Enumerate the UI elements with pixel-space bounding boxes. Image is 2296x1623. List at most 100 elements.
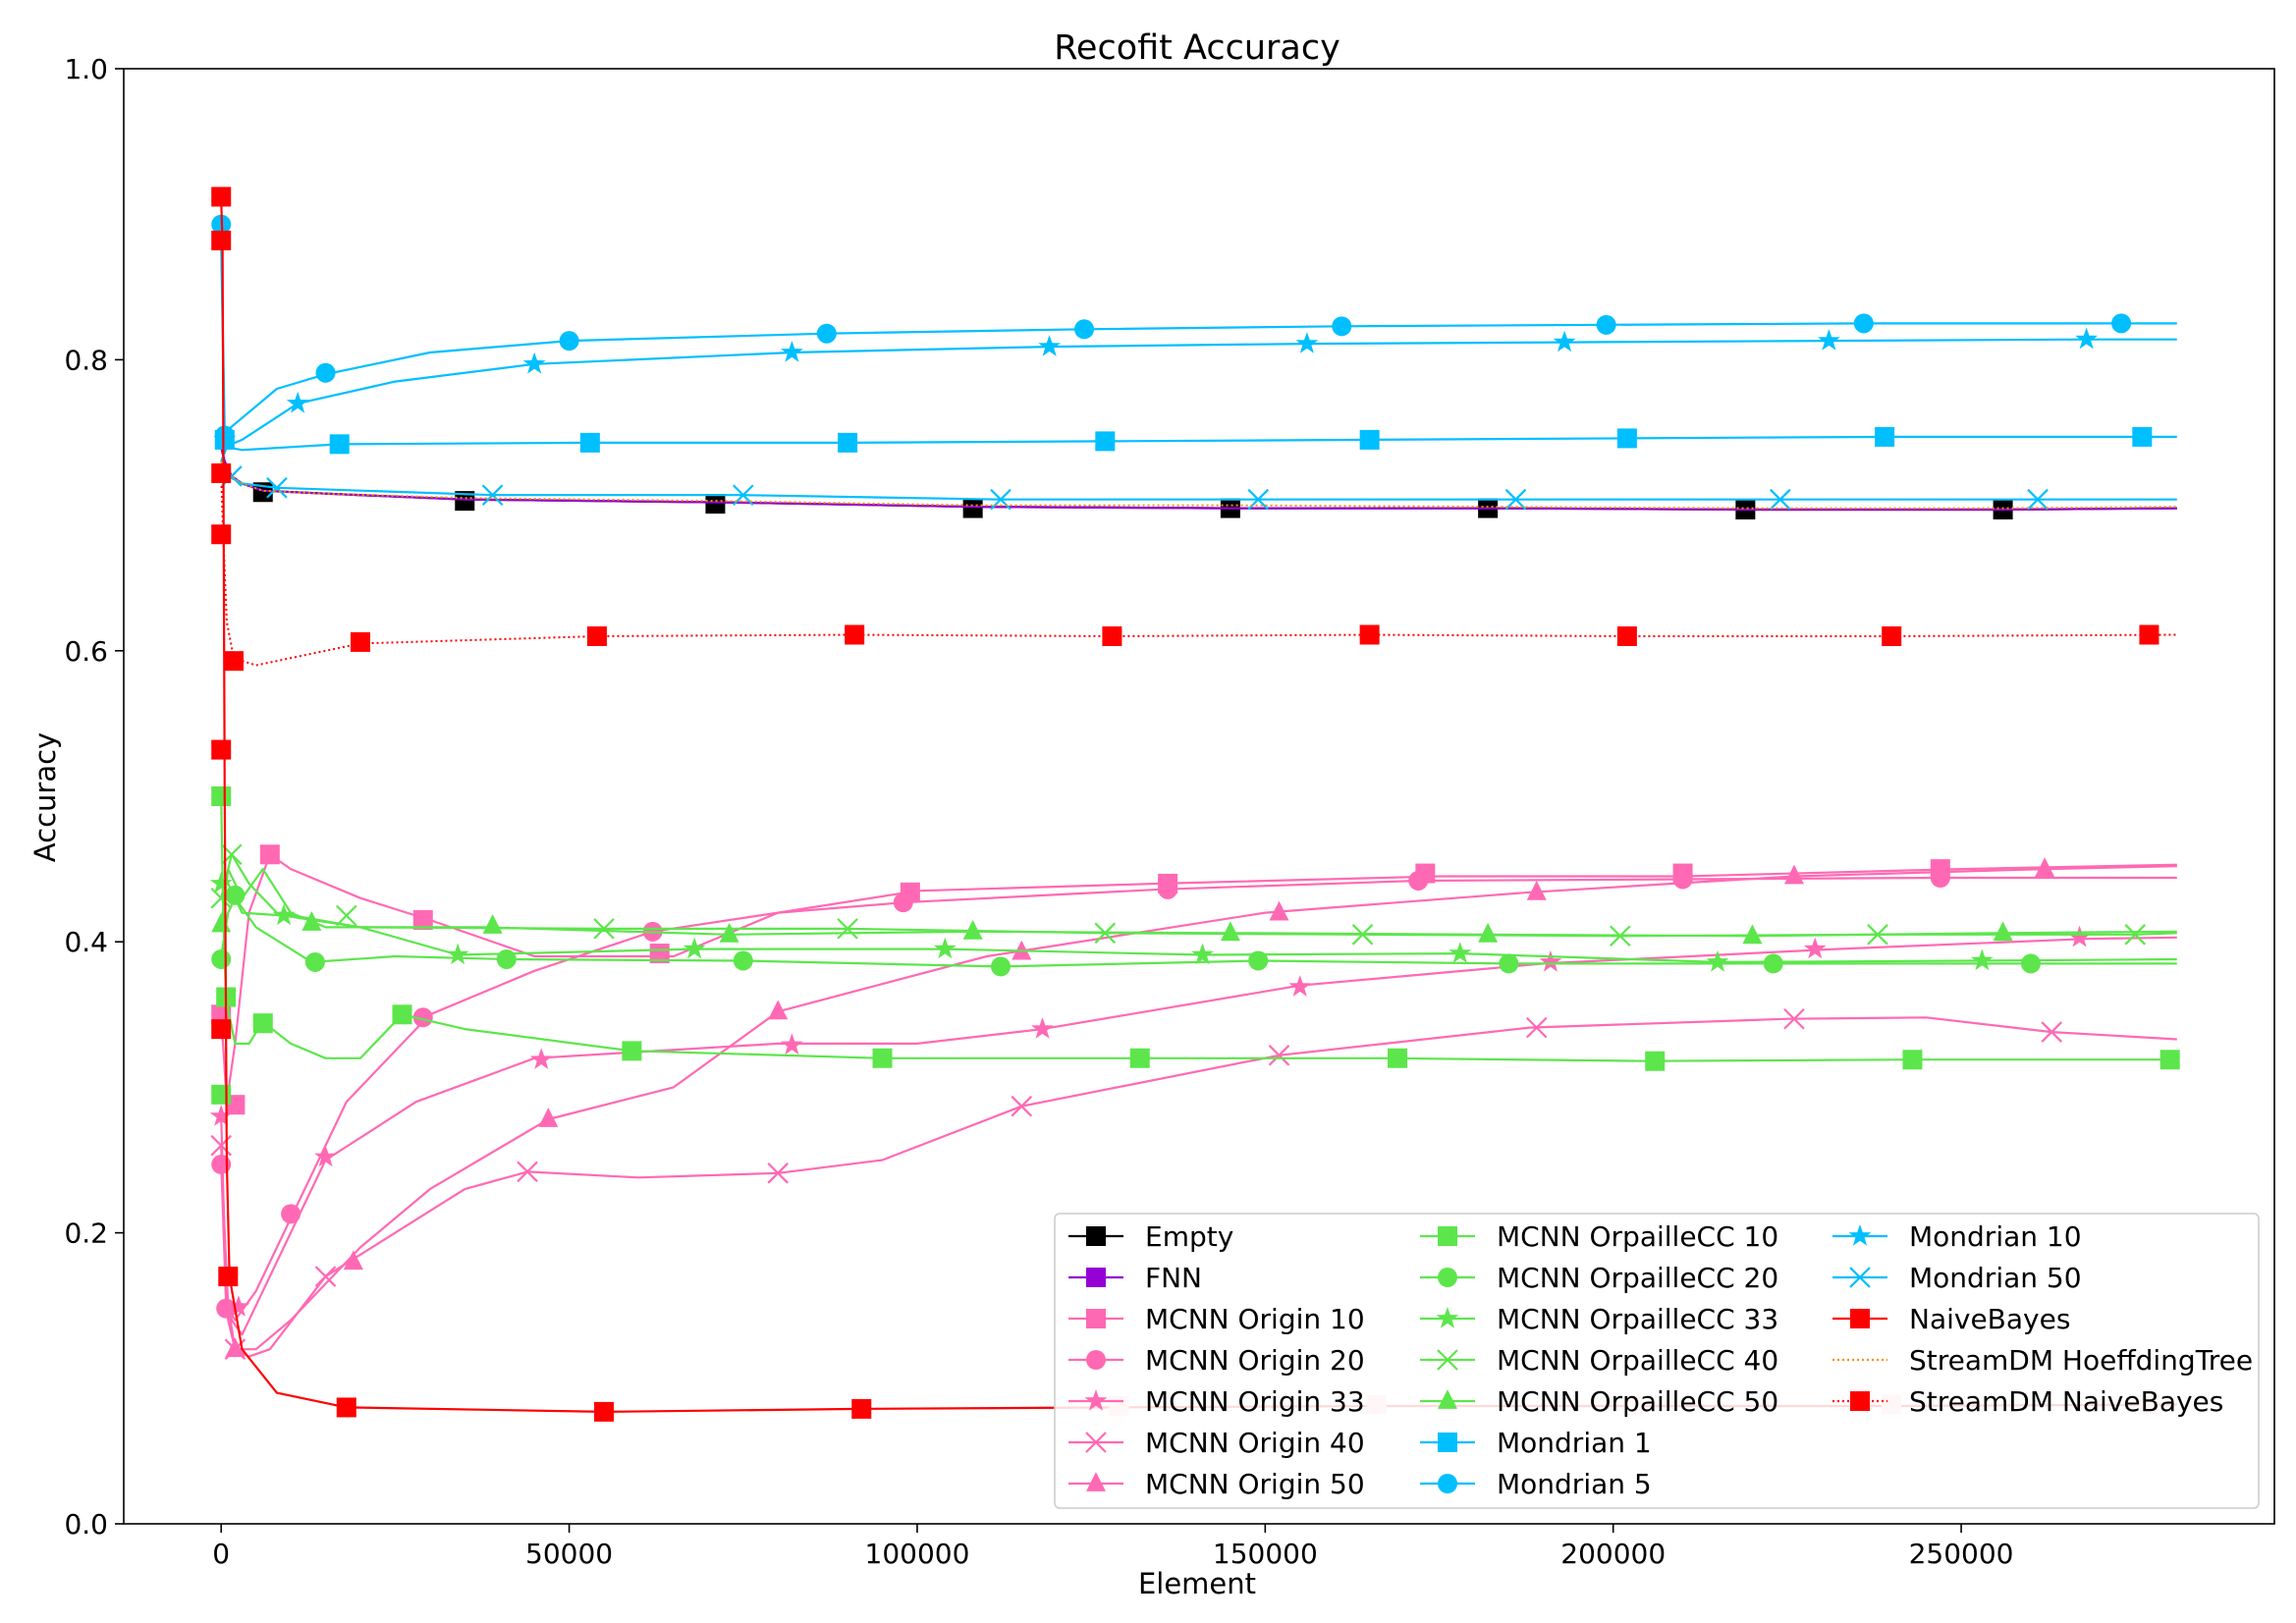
data-point-mcnn-orpaillecc-50 [1993,921,2013,942]
data-point-mondrian-5 [315,362,336,383]
data-point-mondrian-1 [1875,426,1895,447]
data-point-mondrian-10 [1553,330,1576,352]
legend-label: NaiveBayes [1909,1303,2070,1335]
data-point-mcnn-orpaillecc-40 [2124,924,2147,946]
x-tick-label: 0 [212,1538,230,1570]
data-point-mondrian-10 [286,391,309,413]
data-point-mondrian-5 [1853,313,1874,334]
data-point-mcnn-origin-40 [767,1163,789,1184]
data-point-mondrian-5 [816,323,837,344]
data-point-mcnn-origin-20 [281,1204,301,1224]
y-tick-label: 1.0 [64,53,108,85]
legend-marker [1850,1391,1870,1411]
data-point-mcnn-orpaillecc-20 [991,956,1011,977]
data-point-mcnn-origin-50 [225,1337,246,1358]
legend: Empty FNN MCNN Origin 10 MCNN Origin 20 MCNN… [1054,1213,2260,1509]
data-point-mcnn-origin-20 [1158,879,1178,899]
data-point-mcnn-origin-20 [1408,870,1429,891]
data-point-mcnn-origin-33 [1539,949,1562,972]
data-point-mondrian-10 [781,341,803,362]
data-point-streamdm-naivebayes [1359,624,1380,645]
data-point-mondrian-1 [838,432,858,453]
data-point-mondrian-10 [2075,327,2099,350]
data-point-mcnn-orpaillecc-20 [2020,953,2041,974]
legend-entry-mondrian-50: Mondrian 50 [1832,1262,2082,1294]
data-point-streamdm-naivebayes [211,462,232,483]
data-point-mcnn-orpaillecc-40 [593,918,615,940]
legend-marker [1437,1349,1458,1371]
data-point-mcnn-orpaillecc-10 [1902,1050,1923,1070]
legend-entry-mcnn-origin-33: MCNN Origin 33 [1068,1385,1365,1418]
legend-entry-fnn: FNN [1068,1262,1202,1294]
legend-entry-mcnn-orpaillecc-20: MCNN OrpailleCC 20 [1420,1262,1778,1294]
legend-entry-mcnn-origin-20: MCNN Origin 20 [1068,1344,1365,1377]
legend-label: MCNN Origin 40 [1145,1427,1365,1459]
x-tick-label: 150000 [1213,1538,1318,1570]
data-point-mcnn-orpaillecc-33 [209,871,233,893]
data-point-empty [962,498,983,518]
data-point-mcnn-orpaillecc-10 [211,786,232,806]
legend-entry-mcnn-orpaillecc-50: MCNN OrpailleCC 50 [1420,1385,1778,1418]
legend-marker [1086,1350,1106,1370]
data-point-mcnn-origin-50 [1526,880,1547,900]
data-point-mcnn-origin-40 [517,1161,538,1183]
data-point-streamdm-naivebayes [586,625,607,646]
data-point-mondrian-1 [1616,428,1637,449]
data-point-mcnn-orpaillecc-20 [225,885,246,905]
x-axis-label: Element [1138,1567,1256,1600]
series-line-mcnn-origin-50 [220,865,2177,1351]
data-point-mcnn-orpaillecc-40 [336,904,357,927]
data-point-mcnn-orpaillecc-10 [1645,1051,1666,1071]
legend-marker [1438,1389,1457,1409]
legend-entry-streamdm-naivebayes: StreamDM NaiveBayes [1832,1385,2223,1418]
data-point-mcnn-origin-33 [781,1033,803,1055]
legend-marker [1438,1268,1457,1287]
data-point-mcnn-orpaillecc-10 [252,1013,273,1034]
y-axis-label: Accuracy [28,732,62,862]
data-point-mondrian-1 [2132,426,2153,447]
y-tick-label: 0.2 [64,1217,108,1250]
legend-label: MCNN OrpailleCC 33 [1497,1303,1778,1335]
legend-label: StreamDM HoeffdingTree [1909,1344,2253,1377]
data-point-mondrian-50 [1770,488,1791,511]
x-tick-label: 50000 [525,1538,613,1570]
legend-entry-mcnn-origin-10: MCNN Origin 10 [1068,1303,1365,1335]
data-point-mcnn-origin-40 [1783,1007,1805,1030]
series-streamdm-hoeffdingtree [220,460,2177,510]
data-point-mondrian-1 [579,432,600,453]
legend-entry-naivebayes: NaiveBayes [1832,1303,2070,1335]
data-point-streamdm-naivebayes [211,524,232,545]
legend-label: FNN [1145,1262,1202,1294]
data-point-mondrian-5 [1332,316,1352,337]
data-point-mcnn-origin-50 [2035,857,2055,878]
legend-entry-mcnn-orpaillecc-33: MCNN OrpailleCC 33 [1420,1303,1778,1335]
legend-box [1054,1213,2260,1509]
data-point-mcnn-origin-10 [412,909,433,930]
data-point-mcnn-origin-33 [1031,1017,1054,1039]
data-point-mcnn-origin-33 [314,1145,337,1167]
series-mondrian-50 [220,460,2177,511]
legend-label: MCNN Origin 20 [1145,1344,1365,1377]
series-line-mcnn-orpaillecc-50 [220,868,2177,938]
data-point-mcnn-orpaillecc-50 [482,914,503,934]
data-point-mcnn-orpaillecc-33 [933,937,957,959]
data-point-streamdm-naivebayes [1882,625,1902,646]
legend-marker [1848,1224,1872,1246]
legend-marker [1085,1432,1107,1453]
data-point-mcnn-orpaillecc-50 [1478,922,1499,943]
legend-label: Mondrian 5 [1497,1468,1652,1500]
data-point-mcnn-orpaillecc-20 [211,948,232,969]
data-point-mondrian-50 [266,477,288,499]
data-point-mondrian-5 [2111,313,2132,334]
series-line-streamdm-hoeffdingtree [220,460,2177,510]
data-point-mcnn-orpaillecc-20 [1763,953,1783,974]
data-point-mcnn-origin-40 [314,1266,337,1287]
data-point-mcnn-origin-50 [1783,864,1804,885]
series-mondrian-5 [211,214,2177,446]
data-point-mondrian-10 [1038,335,1061,356]
data-point-mondrian-5 [1074,319,1095,340]
legend-entry-mondrian-5: Mondrian 5 [1420,1468,1652,1500]
data-point-mcnn-orpaillecc-20 [496,948,517,969]
x-tick-label: 250000 [1909,1538,2014,1570]
